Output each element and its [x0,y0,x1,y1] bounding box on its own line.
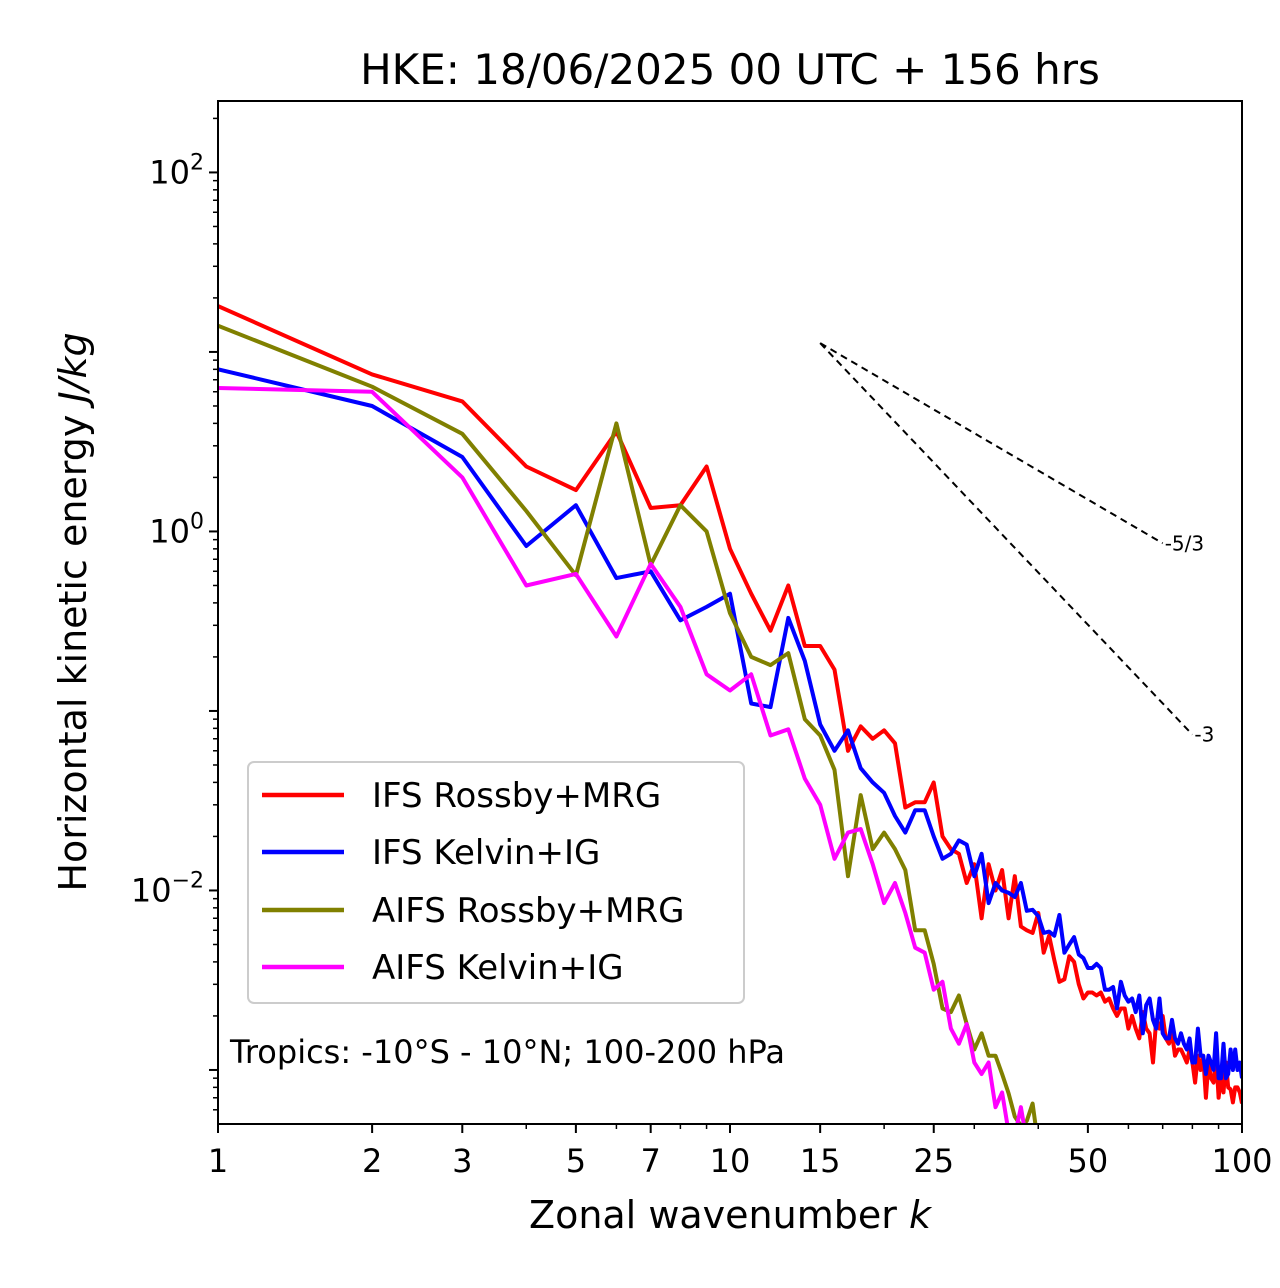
x-axis-label-var: k [909,1193,933,1237]
y-tick-label: 100 [149,509,204,550]
x-tick-label: 3 [452,1142,472,1180]
x-tick-label: 2 [362,1142,382,1180]
y-tick-label: 10−2 [131,868,204,909]
x-axis-label: Zonal wavenumber k [529,1193,933,1237]
chart-title: HKE: 18/06/2025 00 UTC + 156 hrs [360,45,1100,94]
reference-slope-line-0 [819,342,1164,545]
legend-label-ifs-kelvin: IFS Kelvin+IG [372,833,600,873]
series-line-0 [218,304,1242,1105]
y-axis-label: Horizontal kinetic energy J/kg [51,332,95,891]
legend-box [247,761,745,1004]
x-axis-label-text: Zonal wavenumber [529,1193,909,1237]
legend-label-aifs-rossby: AIFS Rossby+MRG [372,891,684,931]
region-annotation: Tropics: -10°S - 10°N; 100-200 hPa [229,1033,785,1071]
plot-frame [217,100,1243,1125]
legend-label-aifs-kelvin: AIFS Kelvin+IG [372,948,624,988]
series-line-1 [218,367,1242,1081]
y-axis-label-text: Horizontal kinetic energy [51,403,95,892]
legend: IFS Rossby+MRG IFS Kelvin+IG AIFS Rossby… [247,761,745,1004]
reference-slope-label-0: -5/3 [1165,531,1204,555]
x-tick-label: 50 [1068,1142,1109,1180]
x-tick-label: 25 [913,1142,954,1180]
y-axis-label-unit: J/kg [51,332,95,409]
reference-slope-label-1: -3 [1194,723,1214,747]
series-line-3 [218,386,1026,1124]
reference-slope-line-1 [819,342,1194,736]
x-tick-label: 15 [800,1142,841,1180]
x-tick-label: 100 [1211,1142,1272,1180]
legend-label-ifs-rossby: IFS Rossby+MRG [372,776,661,816]
x-tick-label: 7 [641,1142,661,1180]
y-tick-label: 102 [149,150,204,191]
x-tick-label: 1 [208,1142,228,1180]
x-tick-label: 5 [566,1142,586,1180]
x-tick-label: 10 [710,1142,751,1180]
